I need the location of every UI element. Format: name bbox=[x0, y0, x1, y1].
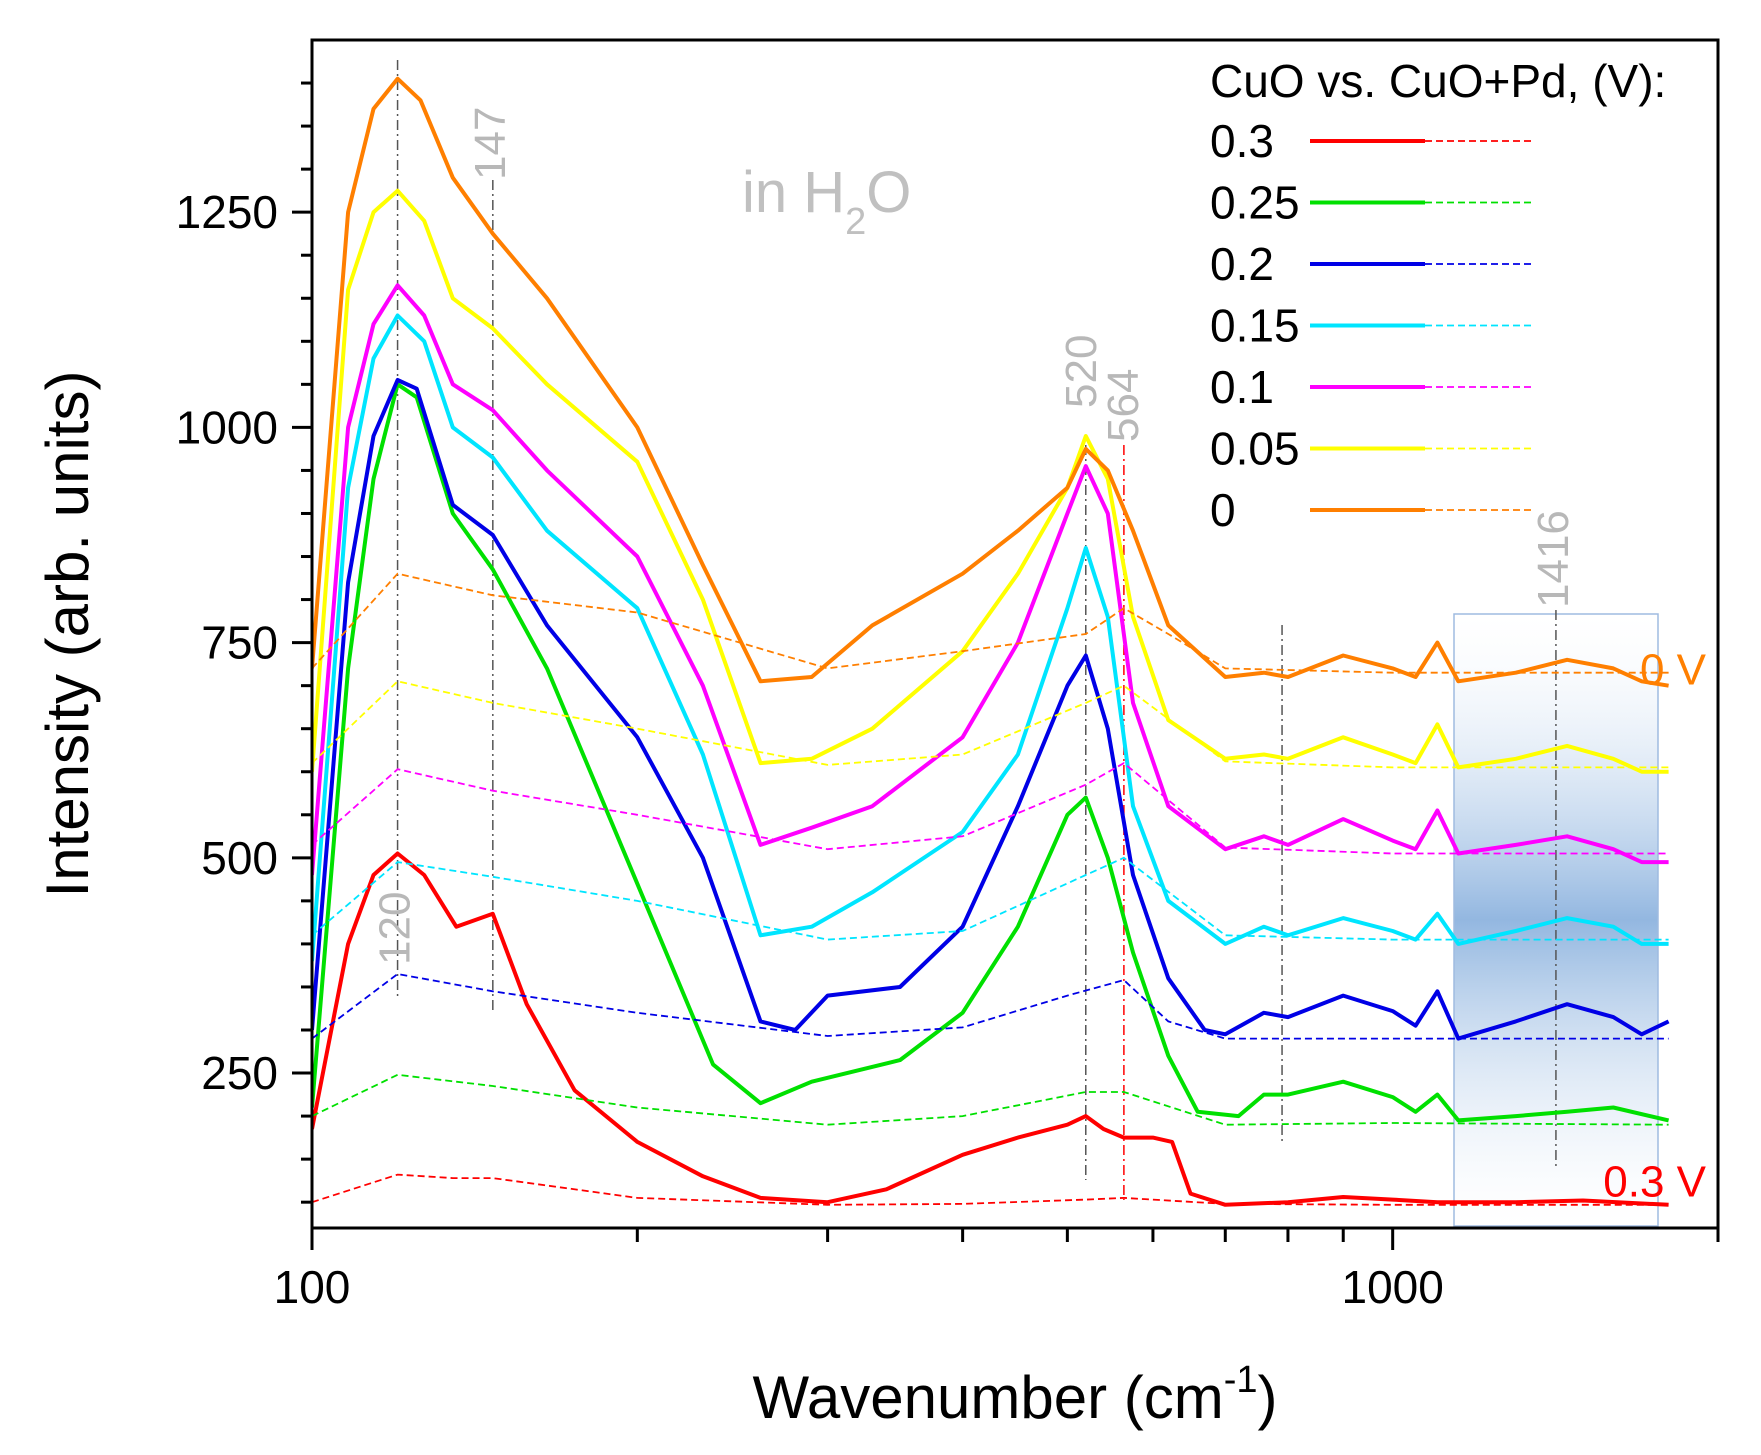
series-0-solid bbox=[312, 76, 1669, 688]
x-tick-label: 100 bbox=[274, 1261, 351, 1313]
spectra-series bbox=[312, 76, 1670, 1207]
legend-title: CuO vs. CuO+Pd, (V): bbox=[1210, 55, 1666, 107]
x-axis-label: Wavenumber (cm-1) bbox=[753, 1359, 1278, 1431]
y-tick-label: 250 bbox=[201, 1047, 278, 1099]
series-0.25-solid bbox=[312, 382, 1670, 1123]
legend-item-label: 0.1 bbox=[1210, 361, 1274, 413]
medium-annotation: in H2O bbox=[742, 160, 911, 243]
series-0-dashed bbox=[312, 572, 1669, 674]
y-tick-label: 1250 bbox=[176, 186, 278, 238]
series-0.3-solid bbox=[312, 851, 1669, 1207]
peak-label-120: 120 bbox=[371, 892, 420, 965]
series-0.2-dashed bbox=[312, 973, 1669, 1040]
end-label-1: 0.3 V bbox=[1603, 1158, 1706, 1207]
end-labels: 0 V 0.3 V bbox=[1603, 645, 1706, 1206]
series-0.15-solid bbox=[312, 313, 1669, 962]
legend-item-label: 0.25 bbox=[1210, 177, 1300, 229]
peak-label-1416: 1416 bbox=[1529, 510, 1578, 608]
legend-item-label: 0 bbox=[1210, 484, 1236, 536]
x-axis-ticks: 100 1000 bbox=[274, 1228, 1720, 1313]
y-tick-label: 750 bbox=[201, 617, 278, 669]
legend-item-label: 0.15 bbox=[1210, 300, 1300, 352]
series-0.1-dashed bbox=[312, 762, 1669, 855]
legend-item-label: 0.05 bbox=[1210, 423, 1300, 475]
x-tick-label: 1000 bbox=[1342, 1261, 1444, 1313]
peak-label-147: 147 bbox=[466, 107, 515, 180]
series-0.05-solid bbox=[312, 188, 1669, 774]
y-tick-label: 500 bbox=[201, 832, 278, 884]
series-0.2-solid bbox=[312, 378, 1670, 1041]
legend-item-label: 0.3 bbox=[1210, 115, 1274, 167]
series-0.15-dashed bbox=[312, 856, 1669, 941]
y-axis-label: Intensity (arb. units) bbox=[34, 371, 101, 898]
legend: CuO vs. CuO+Pd, (V): 0.3 0.25 0.2 0.15 0.1 0.… bbox=[1210, 55, 1666, 536]
series-0.1-solid bbox=[312, 283, 1669, 876]
peak-label-520: 520 bbox=[1057, 335, 1106, 408]
peak-label-564: 564 bbox=[1099, 369, 1148, 442]
end-label-0: 0 V bbox=[1640, 645, 1707, 694]
legend-item-label: 0.2 bbox=[1210, 238, 1274, 290]
series-0.05-dashed bbox=[312, 680, 1669, 769]
y-axis-ticks: 250 500 750 1000 1250 bbox=[176, 81, 312, 1204]
series-0.25-dashed bbox=[312, 1073, 1669, 1126]
plot-frame bbox=[310, 38, 1720, 1230]
y-tick-label: 1000 bbox=[176, 401, 278, 453]
